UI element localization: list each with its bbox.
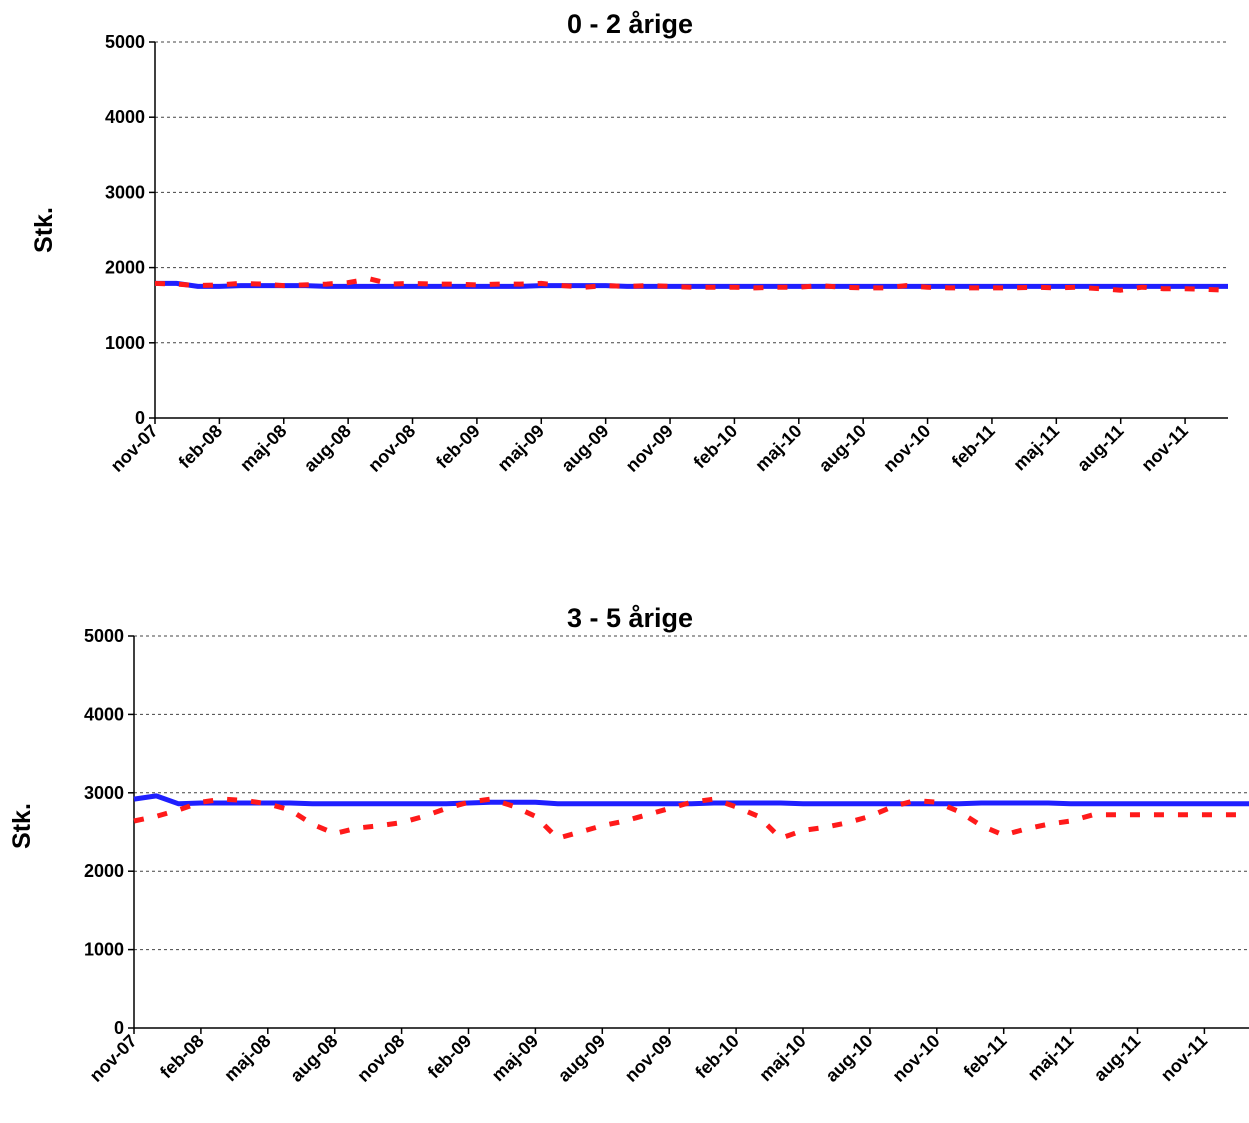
chart-2-x-tick-label: feb-08 [156, 1031, 208, 1083]
chart-1-x-tick-label: nov-08 [364, 421, 419, 476]
chart-1-x-tick-label: maj-11 [1009, 421, 1063, 475]
chart-2-x-tick-label: maj-09 [488, 1031, 542, 1085]
chart-2-x-tick-label: maj-08 [220, 1031, 274, 1085]
chart-1-x-tick-label: nov-07 [107, 421, 162, 476]
chart-1-x-tick-label: aug-11 [1073, 421, 1127, 475]
chart-2-x-tick-label: aug-08 [286, 1031, 341, 1086]
chart-1-y-tick-label: 2000 [105, 258, 145, 278]
chart-2-x-tick-label: feb-11 [960, 1031, 1011, 1082]
chart-1-y-axis-label: Stk. [30, 207, 58, 253]
chart-1-x-tick-label: feb-10 [690, 421, 742, 473]
chart-1-x-tick-label: maj-10 [751, 421, 805, 475]
chart-2-x-tick-label: aug-09 [554, 1031, 609, 1086]
chart-2-y-tick-label: 1000 [84, 940, 124, 960]
chart-1-y-tick-label: 5000 [105, 32, 145, 52]
chart-1-x-tick-label: maj-08 [236, 421, 290, 475]
chart-2-x-tick-label: aug-10 [822, 1031, 877, 1086]
chart-2-x-tick-label: feb-09 [424, 1031, 476, 1083]
chart-1-x-tick-label: feb-09 [432, 421, 484, 473]
chart-1-y-tick-label: 4000 [105, 107, 145, 127]
chart-2-x-tick-label: maj-10 [755, 1031, 809, 1085]
chart-2-title: 3 - 5 årige [567, 603, 693, 633]
chart-1-x-tick-label: feb-11 [948, 421, 999, 472]
chart-1-x-tick-label: nov-11 [1137, 421, 1191, 475]
chart-2-x-tick-label: feb-10 [691, 1031, 743, 1083]
chart-2-y-tick-label: 2000 [84, 861, 124, 881]
chart-1-y-tick-label: 0 [135, 408, 145, 428]
chart-2-x-tick-label: nov-07 [86, 1031, 141, 1086]
chart-1-series-2-line [154, 276, 1229, 293]
chart-1-y-tick-label: 3000 [105, 182, 145, 202]
chart-2-series-1-line [133, 793, 1249, 807]
chart-2-x-tick-label: maj-11 [1024, 1031, 1078, 1085]
chart-2-x-tick-label: nov-11 [1157, 1031, 1211, 1085]
chart-1-x-tick-label: maj-09 [494, 421, 548, 475]
chart-1-x-tick-label: aug-09 [557, 421, 612, 476]
chart-2-y-tick-label: 4000 [84, 704, 124, 724]
chart-2-x-tick-label: nov-08 [353, 1031, 408, 1086]
chart-1-x-tick-label: feb-08 [175, 421, 227, 473]
chart-1-title: 0 - 2 årige [567, 9, 693, 39]
chart-1-x-tick-label: aug-10 [815, 421, 870, 476]
chart-2-y-tick-label: 3000 [84, 783, 124, 803]
chart-1-x-tick-label: nov-09 [622, 421, 677, 476]
chart-2-series-2-line [133, 796, 1249, 841]
chart-1-y-tick-label: 1000 [105, 333, 145, 353]
chart-1-x-tick-label: aug-08 [300, 421, 355, 476]
chart-0-2-arige: 0 - 2 årige Stk. 0 1000 2000 3000 4000 5000 nov-… [30, 9, 1229, 476]
chart-2-y-tick-label: 0 [114, 1018, 124, 1038]
chart-2-x-tick-label: aug-11 [1090, 1031, 1144, 1085]
chart-2-y-axis-label: Stk. [8, 803, 36, 849]
chart-2-x-tick-label: nov-09 [621, 1031, 676, 1086]
chart-1-x-tick-label: nov-10 [879, 421, 934, 476]
chart-2-y-tick-label: 5000 [84, 626, 124, 646]
chart-2-x-tick-label: nov-10 [888, 1031, 943, 1086]
chart-3-5-arige: 3 - 5 årige Stk. 0 1000 2000 3000 4000 5000 nov-… [8, 603, 1249, 1086]
